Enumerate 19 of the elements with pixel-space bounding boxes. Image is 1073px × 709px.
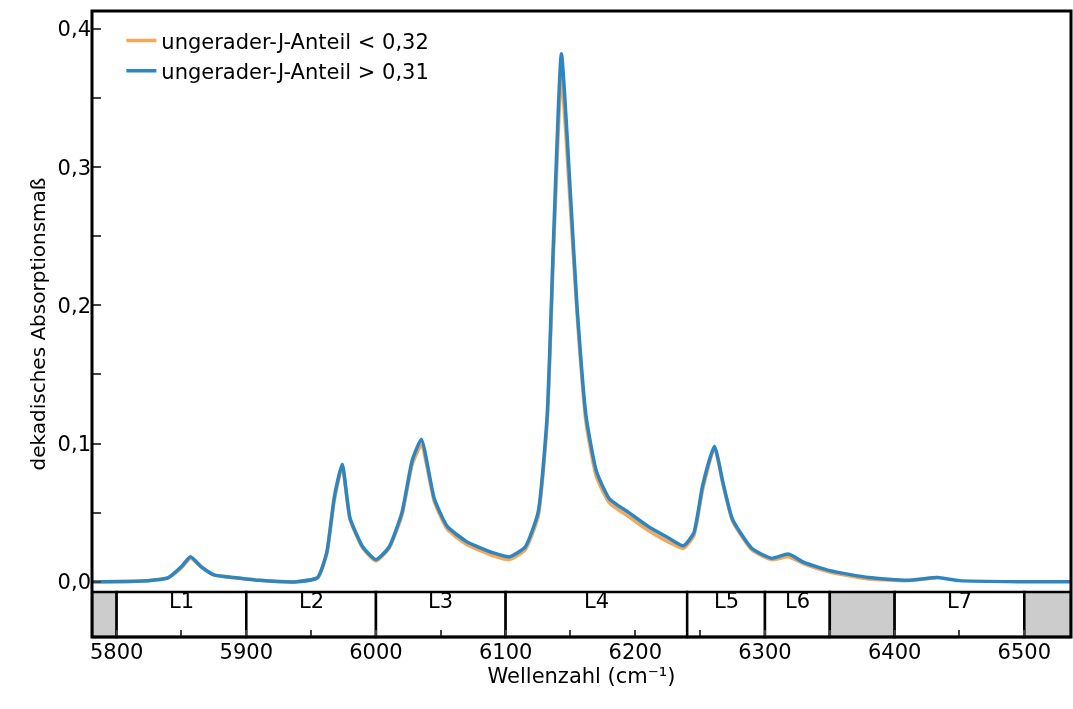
y-tick-label: 0,4 (57, 17, 91, 42)
y-tick-label: 0,0 (57, 570, 91, 595)
legend-label: ungerader-J-Anteil > 0,31 (161, 60, 429, 85)
y-tick-label: 0,1 (57, 431, 91, 456)
x-tick-label: 6500 (997, 640, 1052, 664)
y-axis-title: dekadisches Absorptionsmaß (26, 177, 51, 471)
legend-label: ungerader-J-Anteil < 0,32 (161, 29, 429, 54)
x-tick-label: 6300 (738, 640, 792, 664)
x-tick-label: 6100 (478, 640, 533, 664)
x-axis-title: Wellenzahl (cm⁻¹) (487, 664, 676, 688)
x-tick-label: 6400 (867, 640, 922, 664)
y-tick-label: 0,2 (57, 293, 91, 318)
line-series (92, 52, 1071, 584)
band-label: L4 (584, 589, 610, 613)
y-tick-label: 0,3 (57, 155, 91, 180)
x-tick-label: 6200 (608, 640, 663, 664)
x-tick-label: 5800 (89, 640, 144, 664)
x-tick-label: 6000 (349, 640, 403, 664)
x-tick-label: 5900 (219, 640, 274, 664)
